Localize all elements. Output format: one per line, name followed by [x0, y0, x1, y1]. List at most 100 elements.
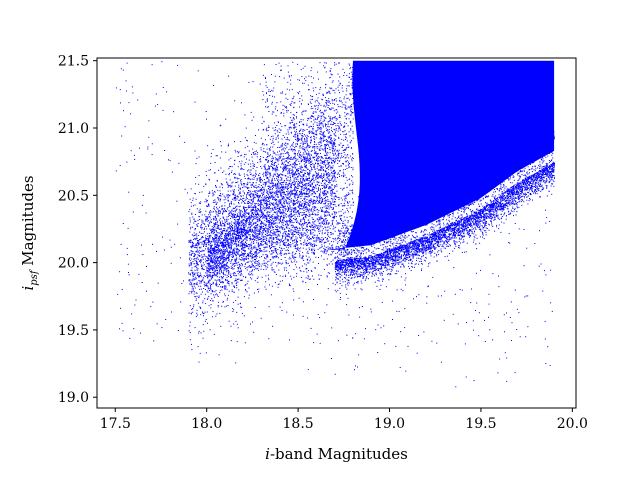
- scatter-point: [304, 184, 306, 186]
- scatter-point: [237, 267, 239, 268]
- scatter-point: [276, 102, 278, 104]
- scatter-point: [490, 211, 492, 212]
- scatter-point: [482, 210, 484, 212]
- scatter-point: [211, 190, 213, 192]
- scatter-point: [518, 206, 520, 208]
- scatter-point: [349, 263, 351, 264]
- scatter-point: [440, 238, 442, 240]
- scatter-point: [226, 282, 228, 284]
- scatter-point: [436, 220, 438, 222]
- scatter-point: [521, 182, 523, 184]
- scatter-point: [251, 257, 253, 259]
- scatter-point: [316, 119, 318, 121]
- scatter-point: [380, 236, 382, 238]
- scatter-point: [255, 215, 257, 217]
- scatter-point: [253, 186, 255, 188]
- scatter-point: [246, 195, 247, 197]
- scatter-point: [319, 199, 321, 201]
- scatter-point: [530, 188, 532, 190]
- scatter-point: [375, 274, 377, 276]
- scatter-point: [423, 249, 425, 251]
- scatter-point: [238, 224, 240, 226]
- scatter-point: [394, 247, 396, 249]
- scatter-point: [264, 238, 266, 240]
- scatter-point: [435, 206, 437, 208]
- scatter-point: [506, 195, 508, 197]
- scatter-point: [245, 162, 247, 164]
- scatter-point: [248, 190, 249, 191]
- scatter-point: [552, 169, 553, 171]
- scatter-point: [416, 257, 418, 259]
- scatter-point: [392, 231, 394, 232]
- scatter-point: [361, 274, 363, 276]
- scatter-point: [294, 188, 296, 190]
- scatter-point: [286, 110, 288, 111]
- scatter-point: [457, 221, 459, 223]
- scatter-point: [383, 256, 385, 258]
- scatter-point: [528, 139, 530, 141]
- scatter-point: [193, 285, 195, 287]
- scatter-point: [234, 189, 235, 191]
- scatter-point: [458, 245, 460, 247]
- scatter-point: [553, 169, 555, 171]
- scatter-point: [390, 262, 392, 264]
- scatter-point: [195, 243, 197, 245]
- scatter-point: [301, 188, 303, 190]
- scatter-point: [223, 195, 225, 197]
- scatter-point: [281, 195, 283, 197]
- scatter-point: [437, 241, 438, 242]
- scatter-point: [370, 225, 372, 227]
- scatter-point: [323, 193, 325, 195]
- scatter-point: [297, 186, 299, 188]
- scatter-point: [330, 109, 332, 111]
- scatter-point: [343, 254, 345, 256]
- scatter-point: [522, 180, 523, 182]
- scatter-point: [390, 235, 392, 237]
- scatter-point: [301, 112, 303, 114]
- scatter-point: [273, 223, 275, 225]
- scatter-point: [480, 203, 482, 205]
- scatter-point: [462, 192, 464, 194]
- scatter-point: [218, 219, 220, 221]
- scatter-point: [222, 233, 224, 235]
- scatter-point: [324, 165, 326, 167]
- scatter-point: [284, 168, 286, 170]
- scatter-point: [206, 200, 208, 202]
- scatter-point: [230, 203, 232, 205]
- scatter-point: [227, 231, 229, 233]
- scatter-point: [431, 235, 433, 237]
- scatter-point: [361, 272, 363, 274]
- scatter-point: [268, 251, 270, 253]
- scatter-point: [421, 244, 423, 246]
- scatter-point: [222, 193, 224, 195]
- scatter-point: [397, 243, 399, 245]
- scatter-point: [215, 315, 217, 317]
- scatter-point: [415, 224, 417, 226]
- scatter-point: [250, 193, 252, 195]
- scatter-point: [265, 106, 267, 108]
- scatter-point: [300, 167, 302, 169]
- scatter-point: [466, 206, 468, 208]
- scatter-point: [415, 252, 417, 254]
- scatter-point: [402, 247, 404, 248]
- scatter-point: [542, 181, 544, 183]
- scatter-point: [366, 277, 368, 279]
- scatter-point: [292, 181, 293, 183]
- scatter-point: [249, 218, 251, 220]
- scatter-point: [457, 186, 459, 188]
- scatter-point: [288, 203, 290, 204]
- scatter-point: [324, 203, 326, 205]
- scatter-point: [246, 186, 248, 188]
- scatter-point: [335, 256, 337, 258]
- scatter-point: [479, 180, 481, 182]
- scatter-point: [476, 211, 478, 213]
- scatter-point: [486, 222, 488, 224]
- scatter-point: [446, 255, 448, 257]
- scatter-point: [478, 196, 480, 198]
- scatter-point: [458, 228, 460, 230]
- scatter-point: [337, 223, 339, 225]
- scatter-point: [240, 163, 242, 165]
- scatter-point: [317, 157, 319, 159]
- scatter-point: [301, 76, 303, 78]
- scatter-point: [297, 176, 299, 177]
